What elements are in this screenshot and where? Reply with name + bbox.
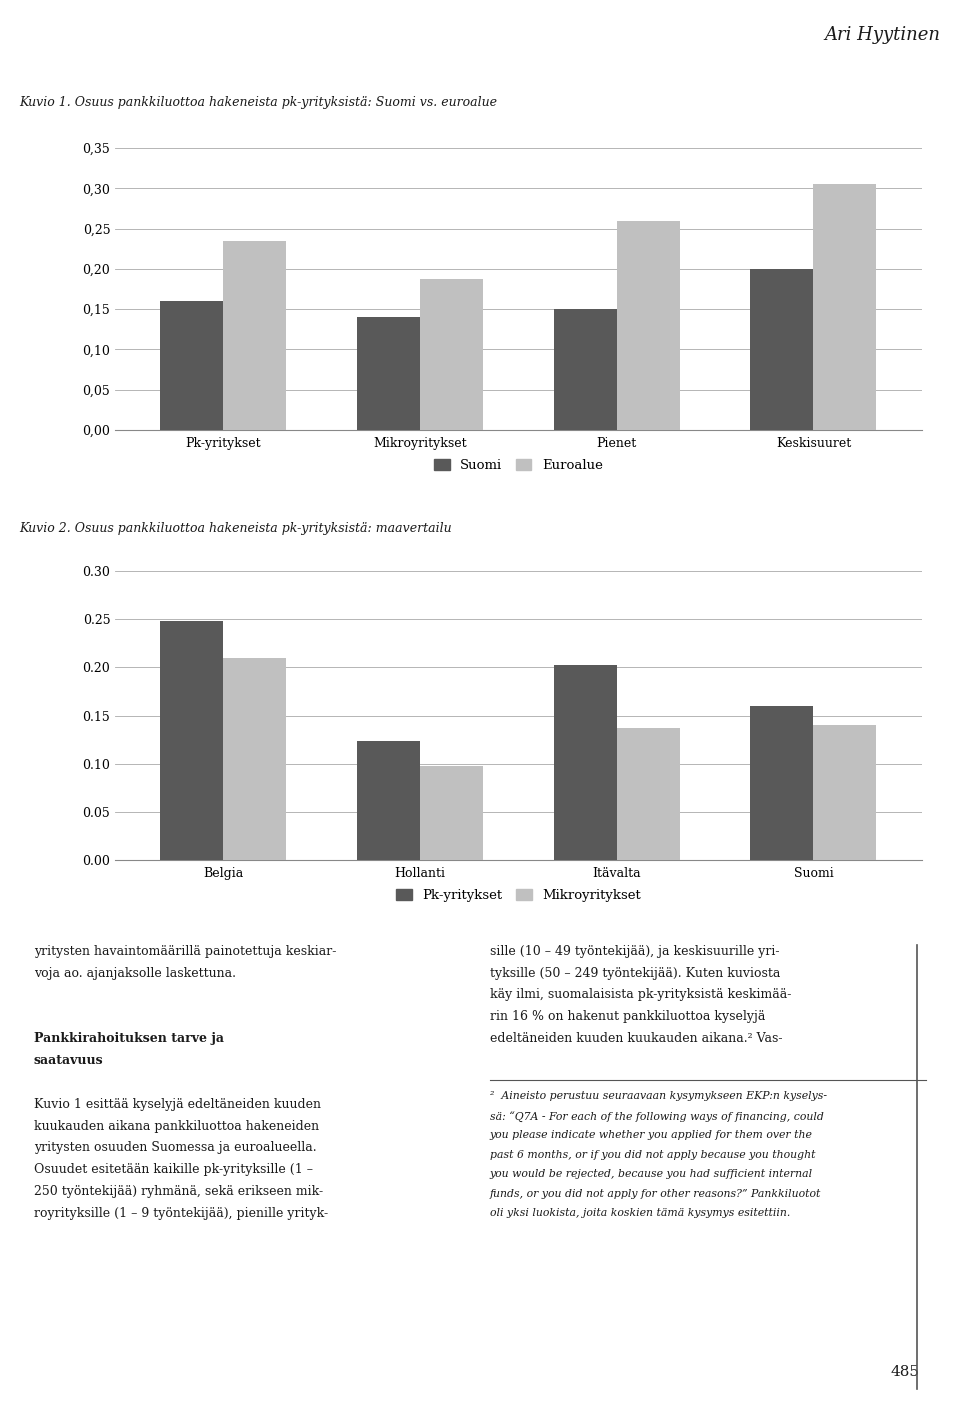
Bar	[751, 706, 813, 860]
Bar	[224, 241, 286, 430]
Text: ²  Aineisto perustuu seuraavaan kysymykseen EKP:n kyselys-: ² Aineisto perustuu seuraavaan kysymykse…	[490, 1091, 827, 1101]
Bar	[420, 766, 483, 860]
Text: rin 16 % on hakenut pankkiluottoa kyselyjä: rin 16 % on hakenut pankkiluottoa kysely…	[490, 1010, 765, 1024]
Bar	[160, 302, 224, 430]
Text: kuukauden aikana pankkiluottoa hakeneiden: kuukauden aikana pankkiluottoa hakeneide…	[34, 1120, 319, 1132]
Text: yritysten havaintomäärillä painotettuja keskiar-: yritysten havaintomäärillä painotettuja …	[34, 945, 336, 957]
Legend: Suomi, Euroalue: Suomi, Euroalue	[434, 458, 603, 472]
Text: käy ilmi, suomalaisista pk-yrityksistä keskimää-: käy ilmi, suomalaisista pk-yrityksistä k…	[490, 988, 791, 1001]
Text: funds, or you did not apply for other reasons?” Pankkiluotot: funds, or you did not apply for other re…	[490, 1189, 821, 1198]
Text: edeltäneiden kuuden kuukauden aikana.² Vas-: edeltäneiden kuuden kuukauden aikana.² V…	[490, 1032, 782, 1045]
Text: Pankkirahoituksen tarve ja: Pankkirahoituksen tarve ja	[34, 1032, 224, 1045]
Bar	[813, 185, 876, 430]
Bar	[554, 309, 616, 430]
Text: saatavuus: saatavuus	[34, 1055, 104, 1067]
Text: tyksille (50 – 249 työntekijää). Kuten kuviosta: tyksille (50 – 249 työntekijää). Kuten k…	[490, 967, 780, 980]
Text: past 6 months, or if you did not apply because you thought: past 6 months, or if you did not apply b…	[490, 1151, 815, 1160]
Bar	[616, 220, 680, 430]
Text: oli yksi luokista, joita koskien tämä kysymys esitettiin.: oli yksi luokista, joita koskien tämä ky…	[490, 1208, 790, 1218]
Bar	[751, 269, 813, 430]
Text: Kuvio 1. Osuus pankkiluottoa hakeneista pk-yrityksistä: Suomi vs. euroalue: Kuvio 1. Osuus pankkiluottoa hakeneista …	[19, 96, 497, 109]
Bar	[224, 657, 286, 860]
Text: sä: “Q7A - For each of the following ways of financing, could: sä: “Q7A - For each of the following way…	[490, 1111, 824, 1122]
Text: you would be rejected, because you had sufficient internal: you would be rejected, because you had s…	[490, 1169, 813, 1179]
Text: voja ao. ajanjaksolle laskettuna.: voja ao. ajanjaksolle laskettuna.	[34, 967, 235, 980]
Text: Kuvio 1 esittää kyselyjä edeltäneiden kuuden: Kuvio 1 esittää kyselyjä edeltäneiden ku…	[34, 1097, 321, 1111]
Legend: Pk-yritykset, Mikroyritykset: Pk-yritykset, Mikroyritykset	[396, 888, 641, 902]
Text: 250 työntekijää) ryhmänä, sekä erikseen mik-: 250 työntekijää) ryhmänä, sekä erikseen …	[34, 1184, 323, 1198]
Text: 485: 485	[891, 1365, 920, 1379]
Text: Ari Hyytinen: Ari Hyytinen	[825, 27, 941, 44]
Bar	[357, 317, 420, 430]
Bar	[357, 740, 420, 860]
Bar	[420, 279, 483, 430]
Text: royrityksille (1 – 9 työntekijää), pienille yrityk-: royrityksille (1 – 9 työntekijää), pieni…	[34, 1207, 327, 1220]
Bar	[160, 622, 224, 860]
Bar	[616, 728, 680, 860]
Text: you please indicate whether you applied for them over the: you please indicate whether you applied …	[490, 1131, 812, 1141]
Text: Osuudet esitetään kaikille pk-yrityksille (1 –: Osuudet esitetään kaikille pk-yrityksill…	[34, 1163, 313, 1176]
Text: Kuvio 2. Osuus pankkiluottoa hakeneista pk-yrityksistä: maavertailu: Kuvio 2. Osuus pankkiluottoa hakeneista …	[19, 522, 452, 536]
Bar	[554, 664, 616, 860]
Text: yritysten osuuden Suomessa ja euroalueella.: yritysten osuuden Suomessa ja euroalueel…	[34, 1142, 316, 1155]
Bar	[813, 725, 876, 860]
Text: sille (10 – 49 työntekijää), ja keskisuurille yri-: sille (10 – 49 työntekijää), ja keskisuu…	[490, 945, 780, 957]
